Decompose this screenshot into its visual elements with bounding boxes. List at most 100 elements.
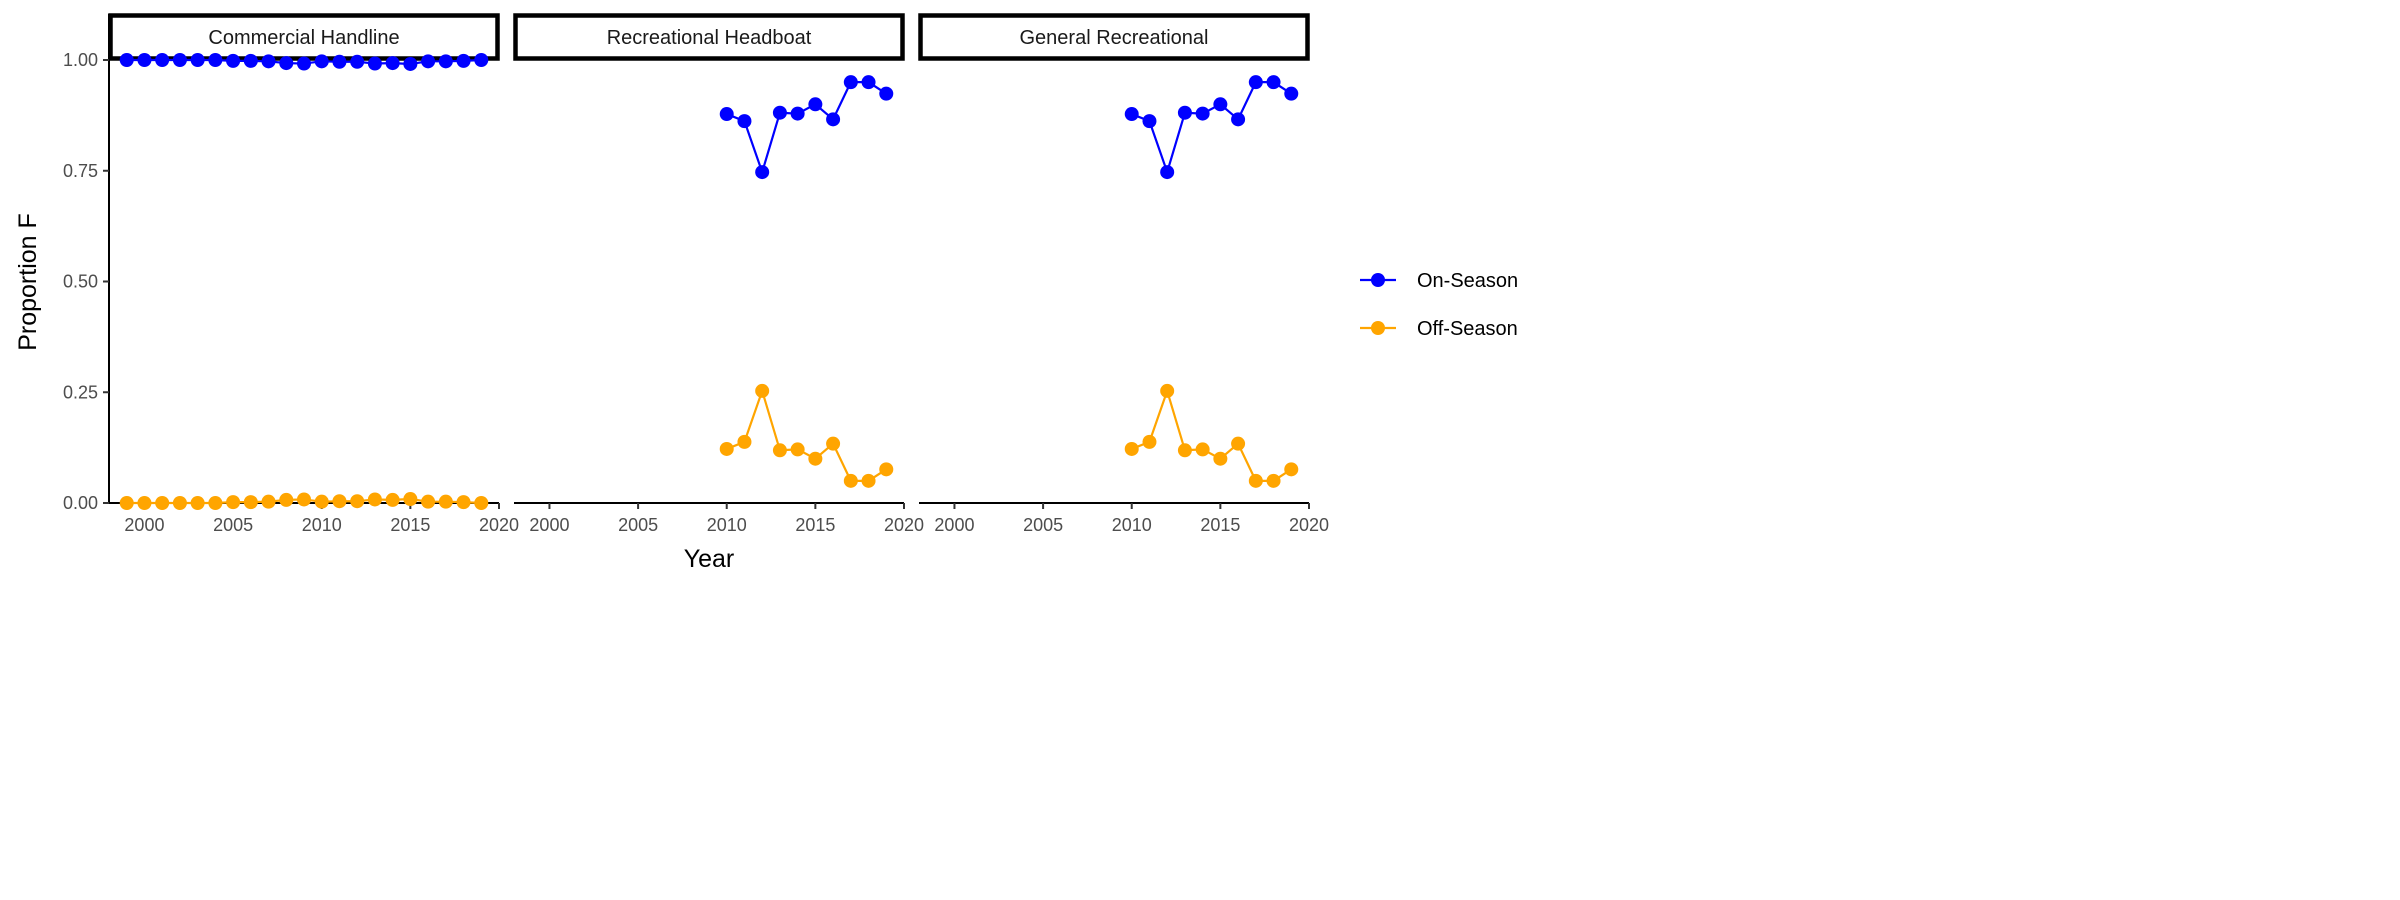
series-line-on-season <box>726 81 887 176</box>
data-point-on-season <box>279 56 294 71</box>
data-point-off-season <box>119 496 134 510</box>
data-point-on-season <box>1124 107 1139 122</box>
data-point-on-season <box>297 56 311 71</box>
data-point-on-season <box>1142 114 1157 129</box>
data-point-off-season <box>1231 436 1246 451</box>
x-tick-label: 2005 <box>618 515 658 535</box>
series-on-season <box>719 75 894 180</box>
data-point-off-season <box>737 434 752 449</box>
data-point-on-season <box>367 56 382 71</box>
y-tick-label: 0.50 <box>63 272 98 292</box>
data-point-off-season <box>1266 473 1281 488</box>
data-point-off-season <box>790 442 805 457</box>
data-point-on-season <box>403 56 418 71</box>
data-point-off-season <box>190 496 205 510</box>
legend-label: On-Season <box>1417 270 1518 292</box>
data-point-off-season <box>808 451 823 466</box>
strip-label: Commercial Handline <box>208 27 399 49</box>
legend-label: Off-Season <box>1417 318 1518 340</box>
data-point-off-season <box>438 494 453 509</box>
data-point-off-season <box>279 492 294 507</box>
legend-key-marker <box>1371 321 1385 335</box>
panel-1: Commercial Handline 2000 2005 2010 2015 2020 0… <box>63 13 519 535</box>
data-point-off-season <box>1124 441 1139 456</box>
series-off-season <box>119 492 489 510</box>
data-point-on-season <box>172 53 187 67</box>
data-point-on-season <box>1231 112 1246 127</box>
x-tick-label: 2015 <box>390 515 430 535</box>
strip-label: Recreational Headboat <box>607 27 812 49</box>
data-point-on-season <box>1160 165 1175 180</box>
data-point-on-season <box>808 97 823 112</box>
x-tick-label: 2000 <box>124 515 164 535</box>
data-point-on-season <box>719 107 734 122</box>
x-tick-label: 2015 <box>795 515 835 535</box>
data-point-on-season <box>421 54 436 69</box>
data-point-on-season <box>879 86 894 101</box>
strip-label: General Recreational <box>1020 27 1209 49</box>
x-tick-label: 2000 <box>934 515 974 535</box>
data-point-on-season <box>1213 97 1228 112</box>
x-tick-label: 2020 <box>479 515 519 535</box>
panel-3: General Recreational 2000 2005 2010 2015 2020 <box>918 13 1329 535</box>
x-tick-label: 2020 <box>884 515 924 535</box>
x-tick-label: 2005 <box>1023 515 1063 535</box>
data-point-on-season <box>1266 75 1281 90</box>
data-point-off-season <box>1284 462 1299 477</box>
data-point-on-season <box>1248 75 1263 90</box>
legend: On-Season Off-Season <box>1360 270 1518 340</box>
panel-2: Recreational Headboat 2000 2005 2010 2015 202… <box>513 13 924 535</box>
data-point-off-season <box>879 462 894 477</box>
data-point-on-season <box>119 53 134 67</box>
legend-key-marker <box>1371 273 1385 287</box>
data-point-off-season <box>155 496 170 510</box>
data-point-on-season <box>826 112 841 127</box>
data-point-on-season <box>456 53 471 68</box>
data-point-on-season <box>226 53 241 68</box>
strip-box <box>513 13 905 61</box>
y-tick-label: 0.75 <box>63 161 98 181</box>
strip-box <box>918 13 1310 61</box>
data-point-on-season <box>314 54 329 69</box>
data-point-off-season <box>1248 473 1263 488</box>
data-point-on-season <box>438 54 453 69</box>
data-point-off-season <box>1213 451 1228 466</box>
data-point-off-season <box>403 492 418 507</box>
x-tick-label: 2000 <box>529 515 569 535</box>
data-point-on-season <box>385 56 400 71</box>
data-point-off-season <box>861 473 876 488</box>
data-point-on-season <box>261 54 276 69</box>
legend-item-off-season: Off-Season <box>1360 318 1518 340</box>
chart-svg: Commercial Handline 2000 2005 2010 2015 2020 0… <box>14 13 1518 573</box>
y-axis-title: Proportion F <box>14 213 42 351</box>
data-point-off-season <box>261 494 276 509</box>
x-axis-title: Year <box>684 545 735 573</box>
data-point-off-season <box>1177 443 1192 458</box>
x-tick-label: 2010 <box>1112 515 1152 535</box>
data-point-on-season <box>155 53 170 67</box>
x-tick-label: 2010 <box>302 515 342 535</box>
data-point-off-season <box>1142 434 1157 449</box>
data-point-off-season <box>1195 442 1210 457</box>
data-point-off-season <box>385 492 400 507</box>
data-point-off-season <box>755 383 770 398</box>
data-point-on-season <box>208 53 223 67</box>
y-tick-label: 0.00 <box>63 493 98 513</box>
legend-item-on-season: On-Season <box>1360 270 1518 292</box>
data-point-off-season <box>456 495 471 510</box>
data-point-off-season <box>350 494 365 509</box>
data-point-on-season <box>190 53 205 67</box>
data-point-on-season <box>843 75 858 90</box>
data-point-on-season <box>1177 105 1192 120</box>
x-tick-label: 2020 <box>1289 515 1329 535</box>
series-line-off-season <box>726 387 887 482</box>
data-point-off-season <box>1160 383 1175 398</box>
panels-layer: Commercial Handline 2000 2005 2010 2015 2020 0… <box>63 13 1329 535</box>
data-point-on-season <box>861 75 876 90</box>
data-point-on-season <box>1195 106 1210 121</box>
data-point-off-season <box>314 494 329 509</box>
data-point-off-season <box>843 473 858 488</box>
data-point-on-season <box>474 53 489 67</box>
data-point-on-season <box>772 105 787 120</box>
data-point-on-season <box>243 53 258 68</box>
